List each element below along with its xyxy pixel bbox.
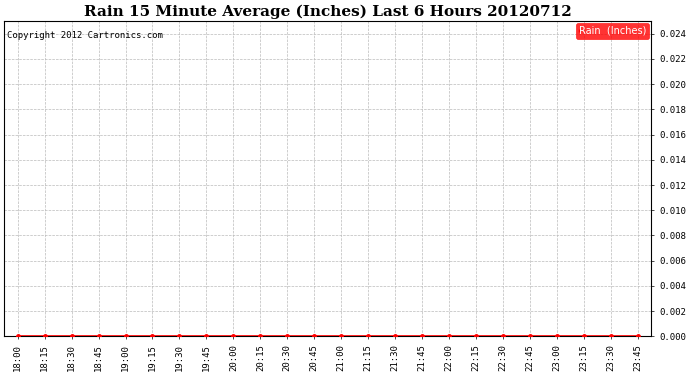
Text: Copyright 2012 Cartronics.com: Copyright 2012 Cartronics.com <box>8 31 164 40</box>
Legend: Rain  (Inches): Rain (Inches) <box>576 23 649 39</box>
Title: Rain 15 Minute Average (Inches) Last 6 Hours 20120712: Rain 15 Minute Average (Inches) Last 6 H… <box>84 4 571 18</box>
